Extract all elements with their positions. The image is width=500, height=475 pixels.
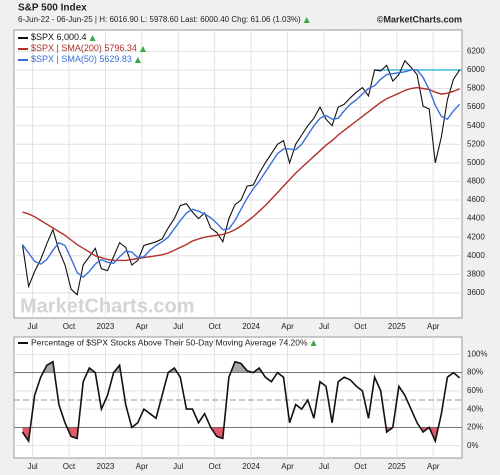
legend-entry: $SPX | SMA(200) 5796.34 (31, 43, 137, 53)
overbought-area (22, 361, 460, 373)
y-tick-label: 0% (467, 441, 479, 450)
panel-title: Percentage of $SPX Stocks Above Their 50… (31, 337, 308, 347)
y-tick-label: 5800 (467, 84, 485, 93)
legend-value: 5629.83 (99, 54, 132, 64)
x-tick-label: Jul (319, 462, 329, 471)
legend-value: 5796.34 (104, 43, 137, 53)
x-tick-label: Apr (427, 462, 440, 471)
watermark: MarketCharts.com (20, 295, 195, 317)
y-tick-label: 6000 (467, 65, 485, 74)
x-tick-label: 2024 (242, 462, 260, 471)
x-tick-label: Jul (319, 322, 329, 331)
x-tick-label: Oct (208, 322, 221, 331)
x-tick-label: Oct (354, 322, 367, 331)
y-tick-label: 6200 (467, 46, 485, 55)
x-tick-label: Jul (173, 322, 183, 331)
x-tick-label: 2025 (388, 462, 406, 471)
legend-value: 6,000.4 (57, 32, 87, 42)
y-tick-label: 5400 (467, 121, 485, 130)
series-line (21, 59, 461, 296)
y-tick-label: 5000 (467, 158, 485, 167)
x-tick-label: Apr (427, 322, 440, 331)
series-line (22, 86, 460, 262)
y-tick-label: 3600 (467, 288, 485, 297)
x-tick-label: Oct (208, 462, 221, 471)
y-tick-label: 4400 (467, 214, 485, 223)
x-tick-label: Apr (281, 322, 294, 331)
x-tick-label: Jul (173, 462, 183, 471)
price-panel (13, 29, 463, 319)
y-tick-label: 4600 (467, 195, 485, 204)
x-tick-label: Jul (27, 462, 37, 471)
legend-entry: $SPX 6,000.4 (31, 32, 87, 42)
up-arrow (89, 35, 96, 41)
series-line (21, 69, 461, 279)
x-tick-label: 2023 (97, 322, 115, 331)
series-line (21, 360, 461, 444)
legend-name: $SPX | SMA(50) (31, 54, 97, 64)
y-tick-label: 20% (467, 423, 483, 432)
y-tick-label: 40% (467, 404, 483, 413)
chart-title: S&P 500 Index (18, 3, 87, 14)
legend-name: $SPX | SMA(200) (31, 43, 102, 53)
legend-entry: $SPX | SMA(50) 5629.83 (31, 54, 132, 64)
x-tick-label: Oct (63, 462, 76, 471)
chart-subtitle: 6-Jun-22 - 06-Jun-25 | H: 6016.90 L: 597… (18, 15, 301, 24)
credit: ©MarketCharts.com (377, 14, 462, 24)
y-tick-label: 60% (467, 386, 483, 395)
breadth-panel (13, 336, 463, 459)
up-arrow (303, 17, 310, 23)
x-tick-label: 2025 (388, 322, 406, 331)
x-tick-label: Apr (136, 322, 149, 331)
y-tick-label: 5200 (467, 139, 485, 148)
y-tick-label: 100% (467, 349, 487, 358)
x-tick-label: Oct (354, 462, 367, 471)
x-tick-label: 2023 (97, 462, 115, 471)
up-arrow (139, 46, 146, 52)
y-tick-label: 80% (467, 368, 483, 377)
y-tick-label: 3800 (467, 269, 485, 278)
x-tick-label: Apr (281, 462, 294, 471)
y-tick-label: 4000 (467, 251, 485, 260)
legend-name: $SPX (31, 32, 54, 42)
x-tick-label: Jul (27, 322, 37, 331)
x-tick-label: Apr (136, 462, 149, 471)
y-tick-label: 4200 (467, 232, 485, 241)
up-arrow (310, 340, 317, 346)
up-arrow (134, 57, 141, 63)
y-tick-label: 5600 (467, 102, 485, 111)
x-tick-label: 2024 (242, 322, 260, 331)
y-tick-label: 4800 (467, 177, 485, 186)
x-tick-label: Oct (63, 322, 76, 331)
